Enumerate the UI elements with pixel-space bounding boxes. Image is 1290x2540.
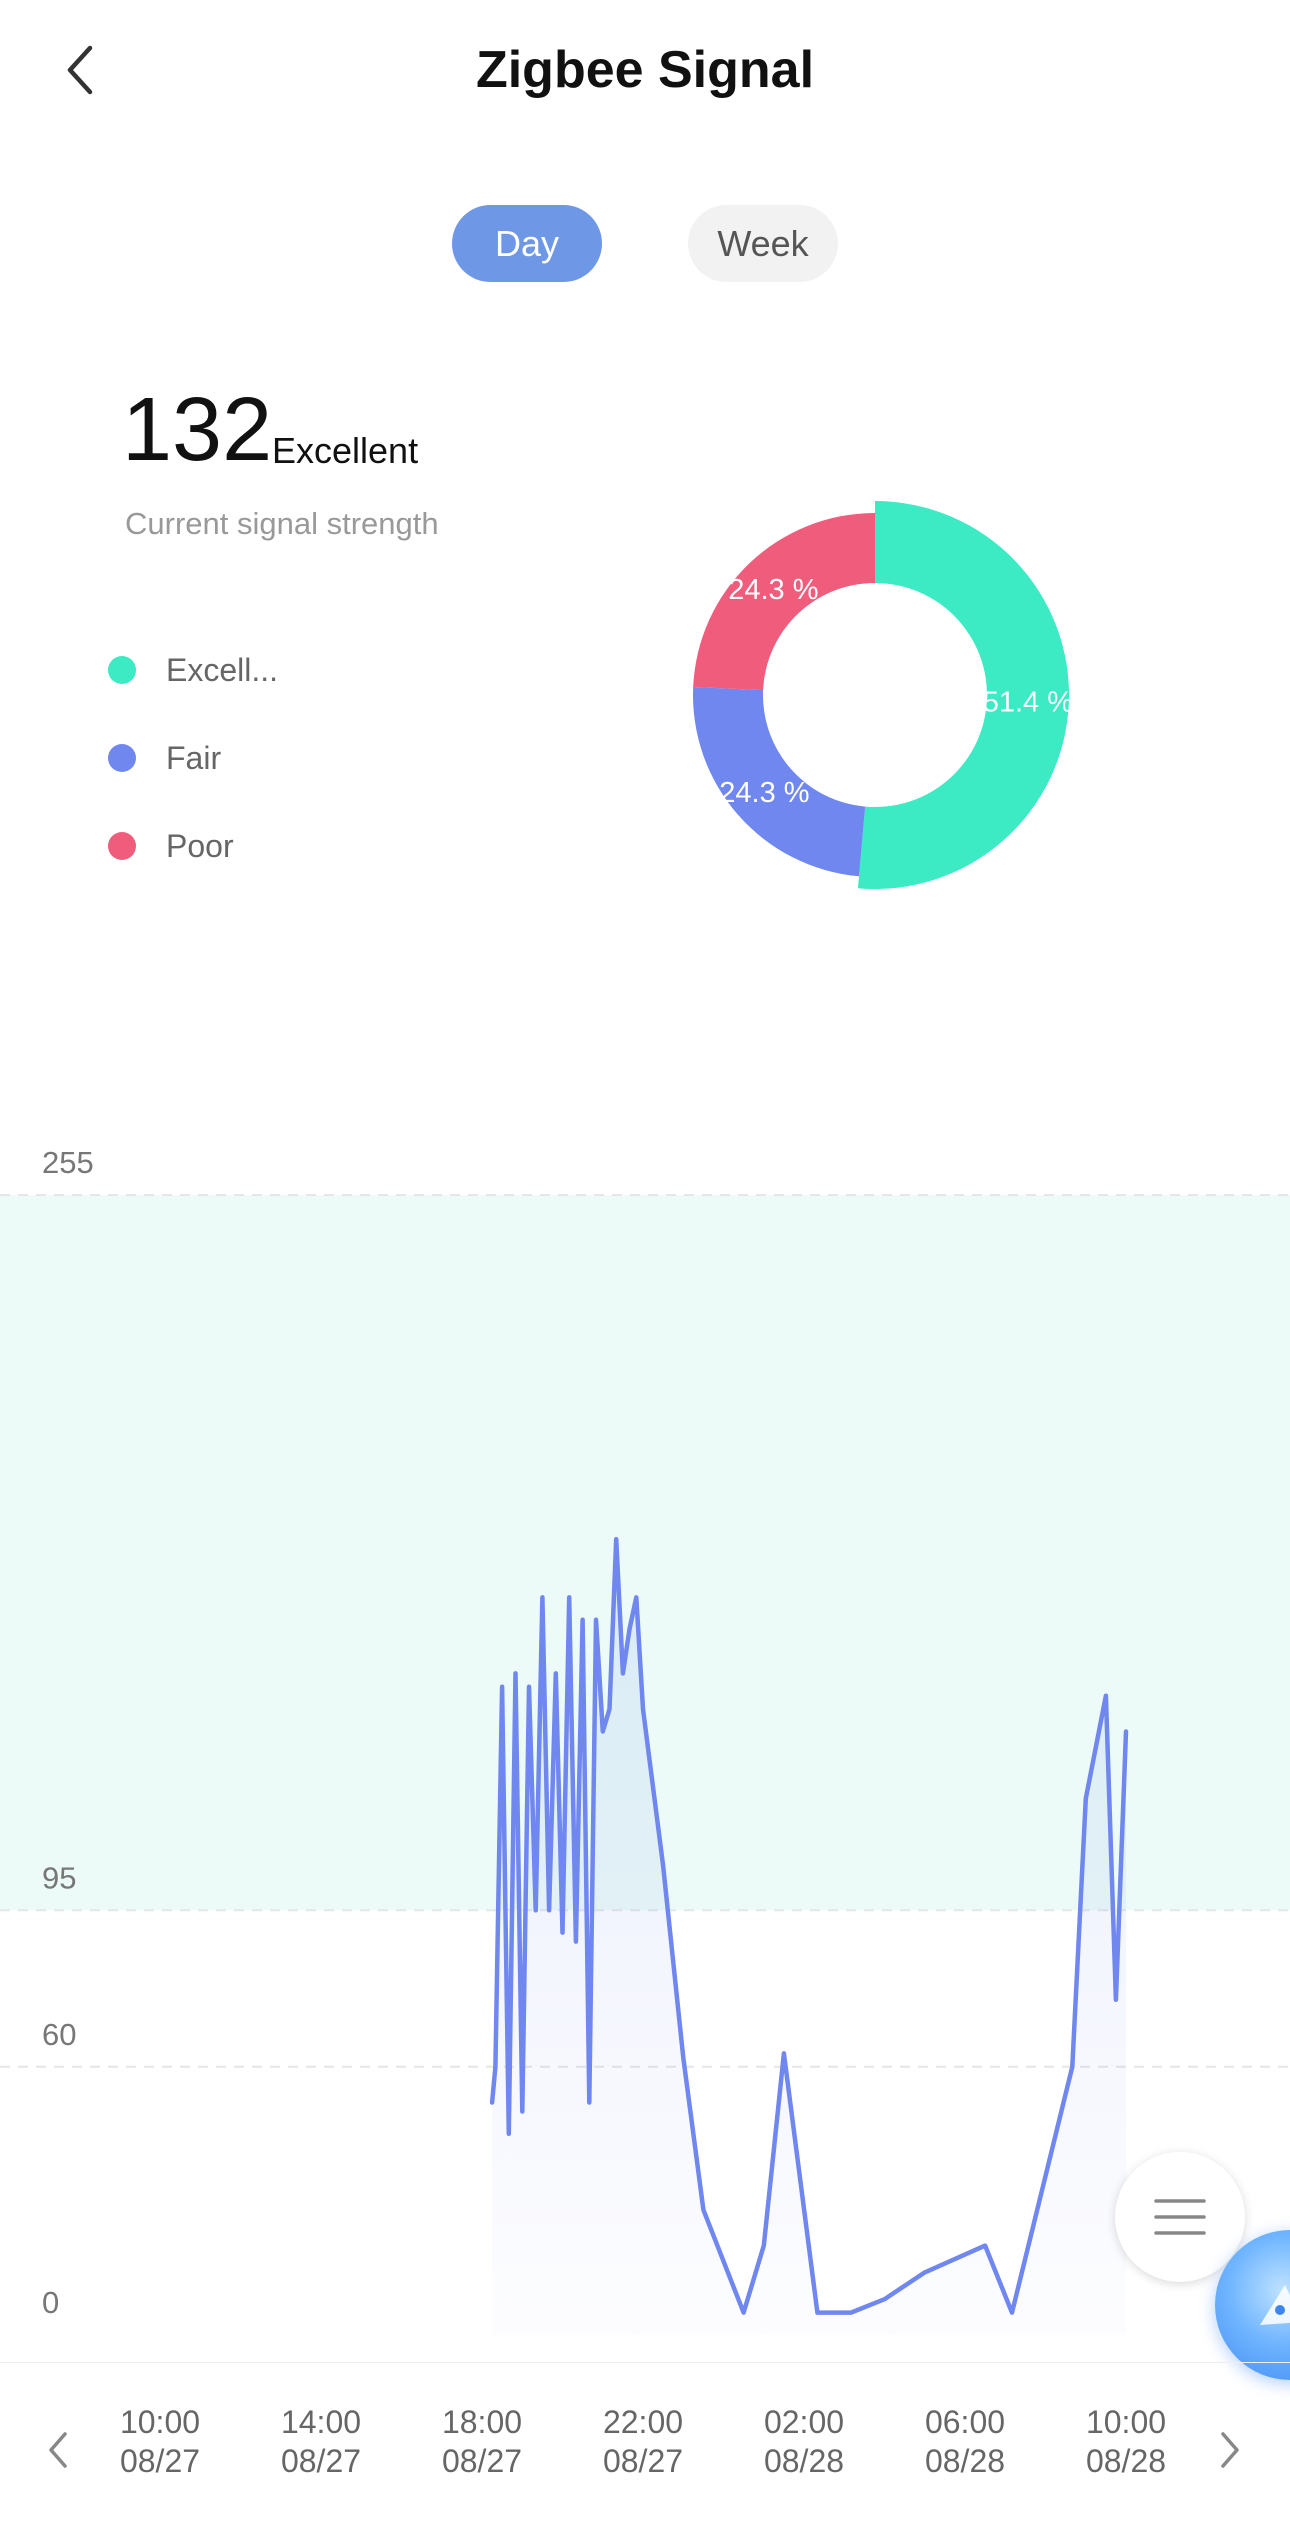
x-tick-time: 18:00	[441, 2404, 523, 2440]
signal-donut-chart: 51.4 % 24.3 % 24.3 %	[693, 501, 1073, 889]
x-tick-label: 14:00 08/27	[251, 2403, 391, 2481]
menu-button[interactable]	[1115, 2152, 1245, 2282]
legend-dot-fair	[108, 744, 136, 772]
chevron-left-icon	[49, 2432, 67, 2468]
x-tick-label: 18:00 08/27	[412, 2403, 552, 2481]
back-button[interactable]	[40, 30, 120, 110]
donut-slice-fair	[693, 686, 866, 877]
x-tick-time: 02:00	[763, 2404, 845, 2440]
x-axis-bar: 10:00 08/27 14:00 08/27 18:00 08/27 22:00 08/27…	[0, 2362, 1290, 2540]
legend-dot-poor	[108, 832, 136, 860]
donut-label-excellent: 51.4 %	[983, 687, 1073, 719]
x-tick-time: 14:00	[280, 2404, 362, 2440]
x-tick-label: 10:00 08/27	[90, 2403, 230, 2481]
x-tick-date: 08/27	[441, 2443, 523, 2479]
donut-slice-poor	[693, 513, 875, 691]
menu-icon	[1154, 2199, 1206, 2235]
donut-label-poor: 24.3 %	[728, 574, 818, 606]
signal-area	[492, 1539, 1127, 2335]
legend-item-excellent: Excell...	[108, 650, 278, 690]
x-tick-label: 10:00 08/28	[1056, 2403, 1196, 2481]
x-tick-time: 10:00	[119, 2404, 201, 2440]
x-tick-date: 08/28	[763, 2443, 845, 2479]
assistant-icon	[1260, 2285, 1290, 2325]
legend-dot-excellent	[108, 656, 136, 684]
page-title: Zigbee Signal	[475, 41, 815, 99]
y-tick-label: 95	[42, 1860, 76, 1895]
x-tick-label: 06:00 08/28	[895, 2403, 1035, 2481]
current-signal-level: Excellent	[272, 430, 419, 471]
x-tick-date: 08/27	[602, 2443, 684, 2479]
current-signal-value: 132	[122, 380, 273, 480]
tab-day[interactable]: Day	[452, 205, 602, 282]
x-tick-date: 08/27	[119, 2443, 201, 2479]
donut-slice-excellent	[857, 501, 1069, 889]
y-tick-label: 60	[42, 2017, 76, 2052]
x-tick-time: 10:00	[1085, 2404, 1167, 2440]
x-tick-date: 08/28	[924, 2443, 1006, 2479]
y-tick-label: 255	[42, 1145, 94, 1180]
x-tick-label: 22:00 08/27	[573, 2403, 713, 2481]
legend-label-fair: Fair	[166, 739, 222, 776]
legend-item-fair: Fair	[108, 738, 221, 778]
x-tick-time: 06:00	[924, 2404, 1006, 2440]
current-signal-caption: Current signal strength	[125, 506, 439, 541]
x-tick-time: 22:00	[602, 2404, 684, 2440]
legend-label-excellent: Excell...	[166, 651, 279, 688]
next-period-button[interactable]	[1200, 2415, 1260, 2485]
signal-series-line	[489, 1536, 1129, 2315]
x-tick-date: 08/28	[1085, 2443, 1167, 2479]
previous-period-button[interactable]	[28, 2415, 88, 2485]
legend-label-poor: Poor	[166, 827, 234, 864]
donut-label-fair: 24.3 %	[719, 777, 809, 809]
y-tick-label: 0	[42, 2285, 59, 2320]
x-tick-date: 08/27	[280, 2443, 362, 2479]
signal-line-chart: 255 95 60 0	[0, 1145, 1290, 2335]
tab-week[interactable]: Week	[688, 205, 838, 282]
chevron-right-icon	[1221, 2432, 1239, 2468]
chevron-left-icon	[67, 45, 93, 95]
x-tick-label: 02:00 08/28	[734, 2403, 874, 2481]
assistant-button[interactable]	[1215, 2230, 1290, 2380]
legend-item-poor: Poor	[108, 826, 234, 866]
